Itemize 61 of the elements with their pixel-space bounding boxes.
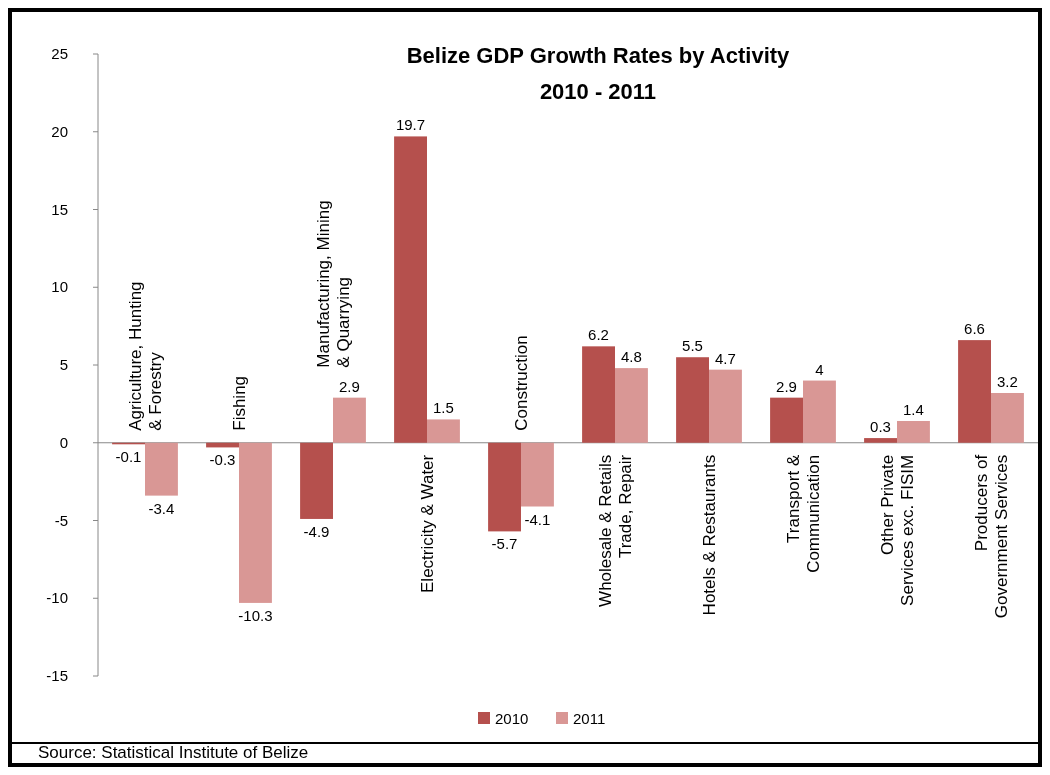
y-tick-label: 15 [51,200,68,218]
source-note: Source: Statistical Institute of Belize [38,743,309,762]
x-tick-label: Hotels & Restaurants [700,454,719,616]
bar [709,369,742,443]
data-label: 4.8 [621,348,642,366]
bar [676,357,709,443]
data-label: 3.2 [997,372,1018,390]
x-tick-label: Producers of Government Services [972,454,1011,619]
x-tick-label: Transport & Communication [784,454,823,573]
data-label: -0.1 [115,448,142,466]
bar [803,380,836,443]
data-label: -3.4 [148,499,175,517]
y-tick-label: 10 [51,278,68,296]
data-label: -4.9 [303,522,330,540]
x-tick-label: Manufacturing, Mining & Quarrying [314,200,353,368]
data-label: 2.9 [339,377,360,395]
data-label: 19.7 [395,116,426,134]
bar [394,136,427,443]
data-label: -10.3 [238,606,273,624]
bar [145,442,178,496]
bar [864,438,897,443]
bar [333,397,366,443]
bar [991,392,1024,443]
bar [958,340,991,443]
data-label: 4 [815,360,824,378]
legend-label: 2011 [573,710,606,727]
x-tick-label: Construction [512,335,531,431]
data-label: 1.4 [903,400,924,418]
data-label: 6.2 [588,326,609,344]
bar [770,397,803,443]
y-tick-label: -10 [46,589,68,607]
y-tick-label: 20 [51,122,68,140]
bar [488,442,521,532]
data-label: 6.6 [964,320,985,338]
x-tick-label: Agriculture, Hunting & Forestry [126,281,165,431]
data-label: -5.7 [491,535,518,553]
bar [582,346,615,443]
data-label: 2.9 [776,377,797,395]
y-tick-label: 25 [51,45,68,62]
bar [615,368,648,443]
bar [300,442,333,519]
data-label: 5.5 [682,337,703,355]
legend-label: 2010 [495,710,529,727]
y-tick-label: -15 [46,667,68,684]
y-tick-label: 0 [59,433,68,451]
x-tick-label: Other Private Services exc. FISIM [878,454,917,606]
x-tick-label: Electricity & Water [418,454,437,593]
data-label: 1.5 [433,399,454,417]
bar [897,420,930,443]
data-label: 4.7 [715,349,736,367]
x-tick-label: Wholesale & Retails Trade, Repair [596,454,635,607]
chart-title: Belize GDP Growth Rates by Activity 2010 - 2011 [406,43,791,104]
data-label: -0.3 [209,451,236,469]
bar [427,419,460,443]
y-tick-label: 5 [59,356,68,373]
data-label: -4.1 [524,510,551,528]
bar [521,442,554,507]
x-tick-label: Fishing [230,375,249,431]
data-label: 0.3 [870,418,891,436]
bar [239,442,272,603]
y-tick-label: -5 [54,511,68,529]
